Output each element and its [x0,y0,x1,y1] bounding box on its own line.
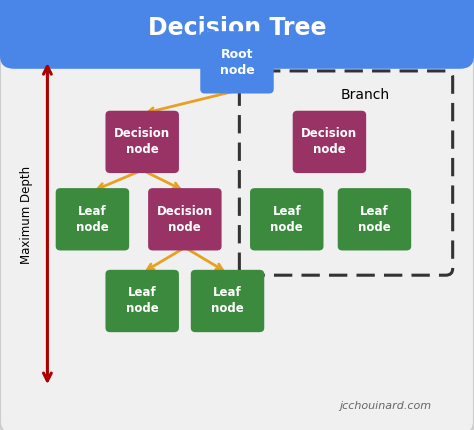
Text: jcchouinard.com: jcchouinard.com [339,401,431,411]
FancyBboxPatch shape [250,188,323,250]
Text: Leaf
node: Leaf node [126,286,159,316]
FancyBboxPatch shape [148,188,221,250]
FancyBboxPatch shape [239,71,453,275]
Text: Decision
node: Decision node [301,127,357,157]
Text: Leaf
node: Leaf node [270,205,303,234]
FancyBboxPatch shape [14,34,460,52]
Text: Maximum Depth: Maximum Depth [19,166,33,264]
Text: Decision
node: Decision node [114,127,170,157]
FancyBboxPatch shape [56,188,129,250]
Text: Leaf
node: Leaf node [211,286,244,316]
FancyBboxPatch shape [191,270,264,332]
Text: Leaf
node: Leaf node [76,205,109,234]
FancyBboxPatch shape [200,31,274,94]
Text: Decision
node: Decision node [157,205,213,234]
FancyBboxPatch shape [0,0,474,69]
Text: Branch: Branch [340,88,390,102]
FancyBboxPatch shape [105,111,179,173]
Text: Decision Tree: Decision Tree [148,16,326,40]
Text: Leaf
node: Leaf node [358,205,391,234]
FancyBboxPatch shape [337,188,411,250]
Text: Root
node: Root node [219,48,255,77]
FancyBboxPatch shape [105,270,179,332]
FancyBboxPatch shape [292,111,366,173]
